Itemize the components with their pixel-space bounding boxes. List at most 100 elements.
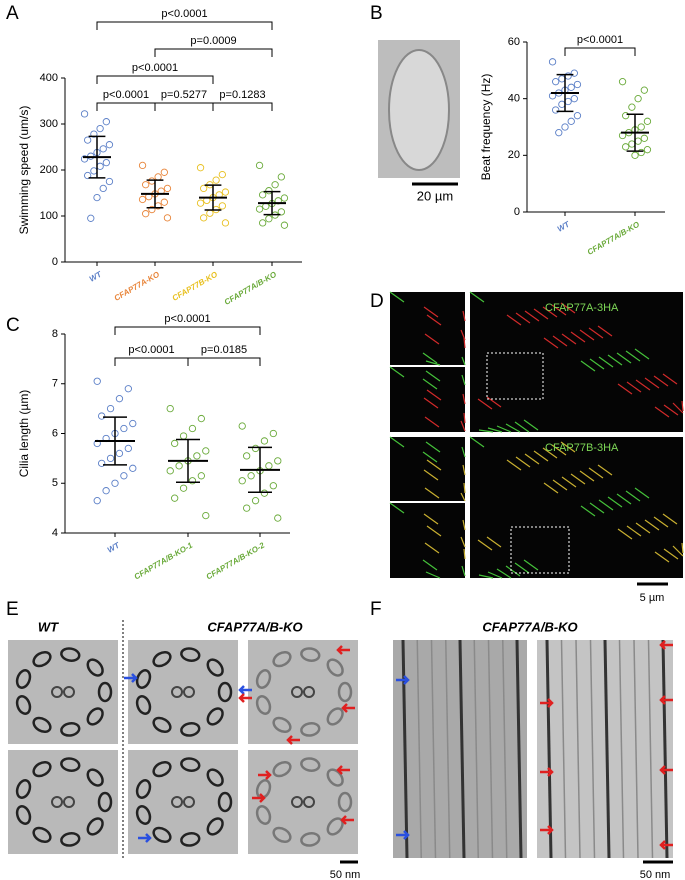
cilium [672,545,684,557]
central-pair [51,796,63,808]
x-tick-label: WT [106,540,122,555]
arrow [124,673,138,683]
data-point [552,106,560,114]
doublet [206,707,224,726]
cilium [617,528,633,540]
arrow [336,645,350,655]
doublet [60,647,81,662]
data-point [622,112,630,120]
doublet [152,650,172,668]
doublet [337,681,353,703]
data-point [188,477,197,485]
microtubule [515,639,523,859]
data-point [251,444,260,453]
cilium [460,492,466,502]
arrow [238,693,252,703]
cilium [626,381,642,393]
data-point [238,477,246,485]
doublet [60,757,81,772]
image-label: CFAP77B-3HA [545,442,619,454]
data-point [280,194,289,202]
data-point [124,385,132,393]
arrow [540,698,554,708]
data-point [175,462,183,470]
data-point [259,191,267,199]
doublet [206,817,224,836]
cilium [477,539,493,551]
data-point [260,437,269,445]
cilium [580,360,596,372]
y-tick-label: 40 [508,93,520,105]
data-point [622,143,630,151]
data-point [196,164,205,172]
column-header: CFAP77A/B-KO [482,619,577,634]
data-point [628,140,636,148]
cilium [552,479,568,491]
cell [388,49,450,171]
cilium [533,308,549,320]
cilium [579,329,595,341]
data-point [160,168,168,176]
cilium [635,522,651,534]
p-value: p=0.5277 [161,89,207,101]
data-point [631,151,639,159]
cilium [662,373,678,385]
cilium [524,453,540,465]
arrow [540,825,554,835]
doublet [97,681,113,703]
cilium [425,441,441,453]
data-point [200,184,208,193]
cilium [543,337,559,349]
scale-label: 5 µm [640,592,665,604]
cilium [460,329,466,341]
microtubule [575,639,581,859]
doublet [152,760,172,778]
cilium [487,571,503,579]
y-tick-label: 6 [52,427,58,439]
microtubule [661,639,669,859]
p-value: p<0.0001 [103,89,149,101]
data-point [90,167,98,175]
cilium [589,502,605,514]
central-pair [183,686,195,698]
scale-label: 20 µm [417,188,453,203]
central-pair [171,686,183,698]
data-point [200,214,208,222]
arrow [340,815,354,825]
data-point [221,188,230,196]
data-point [277,208,285,216]
cilium [597,464,613,476]
cilium [514,562,530,574]
doublet [337,791,353,813]
cilium [616,352,632,364]
cilium [560,441,576,453]
cilium [463,548,466,560]
data-point [548,58,557,66]
data-point [247,472,255,480]
data-point [188,424,197,433]
data-point [558,75,566,83]
x-tick-label: CFAP77A/B-KO [223,269,279,307]
cilium [423,469,439,481]
data-point [111,479,119,487]
image-panel [390,292,465,365]
data-point [96,162,104,170]
data-point [570,69,578,77]
data-point [160,198,168,206]
data-point [93,193,101,202]
x-tick-label: CFAP77A-KO [113,269,162,303]
arrow [238,685,252,695]
cilium [515,312,531,324]
data-point [106,454,115,463]
cilium [423,306,439,318]
doublet [255,695,272,715]
cilium [426,459,442,471]
data-point [80,155,89,163]
doublet [272,650,292,668]
cilium [422,451,438,463]
microtubule [458,639,466,859]
cilium [625,350,641,362]
arrow [540,767,554,777]
data-point [115,449,124,458]
cilium [469,436,485,448]
